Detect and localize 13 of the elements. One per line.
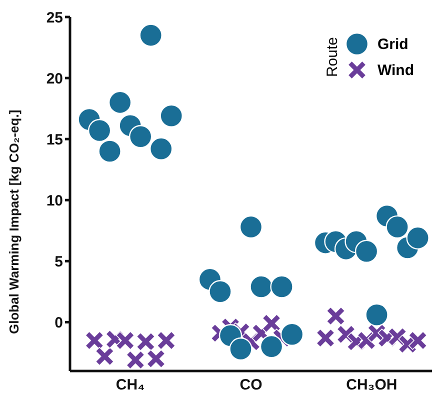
x-tick-label: CH₃OH [346, 376, 398, 394]
x-tick-label: CO [240, 376, 263, 394]
legend-label: Wind [377, 62, 414, 78]
y-tick-label: 15 [46, 131, 63, 148]
y-tick-label: 25 [46, 9, 63, 26]
y-tick-label: 20 [46, 70, 63, 88]
y-tick-label: 0 [54, 314, 63, 332]
y-tick-label: 5 [54, 253, 63, 270]
y-tick-label: 10 [46, 192, 63, 210]
x-tick-label: CH₄ [116, 376, 145, 394]
legend-label: Grid [377, 36, 408, 52]
legend-title: Route [324, 36, 342, 78]
y-axis-title: Global Warming Impact [kg CO₂-eq.] [6, 110, 22, 334]
